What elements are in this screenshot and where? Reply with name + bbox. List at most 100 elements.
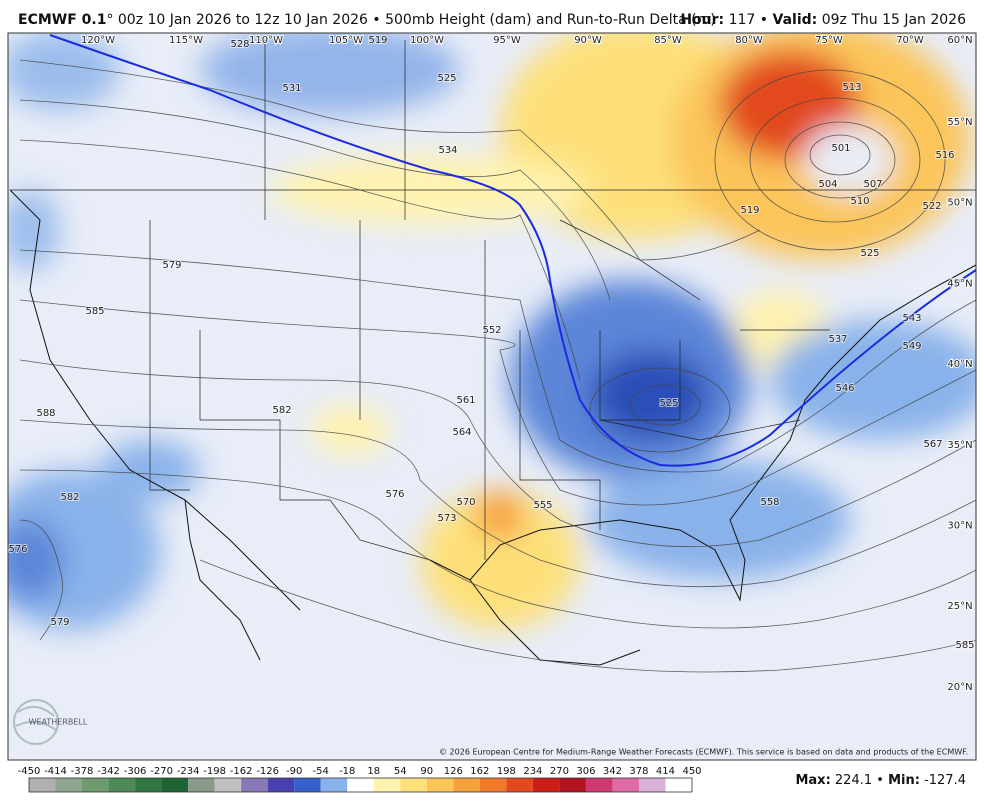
- longitude-label: 60°N: [947, 35, 972, 46]
- colorbar-label: 198: [497, 766, 516, 777]
- contour-label: 564: [452, 427, 471, 438]
- colorbar-label: 450: [682, 766, 701, 777]
- contour-label: 558: [760, 497, 779, 508]
- colorbar-label: -198: [203, 766, 226, 777]
- colorbar-label: 306: [576, 766, 595, 777]
- longitude-label: 120°W: [81, 35, 115, 46]
- map-frame: [7, 32, 977, 761]
- contour-label: 585: [955, 640, 974, 651]
- colorbar-swatch: [161, 778, 189, 792]
- colorbar-swatch: [188, 778, 215, 792]
- longitude-label: 80°W: [735, 35, 763, 46]
- longitude-label: 90°W: [574, 35, 602, 46]
- contour-label: 537: [828, 334, 847, 345]
- colorbar-label: 162: [470, 766, 489, 777]
- colorbar-swatch: [320, 778, 348, 792]
- colorbar-label: -234: [177, 766, 200, 777]
- contour-label: 576: [8, 544, 27, 555]
- contour-label: 549: [902, 341, 921, 352]
- contour-label: 546: [835, 383, 854, 394]
- contour-label: 519: [740, 205, 759, 216]
- colorbar-swatch: [267, 778, 295, 792]
- contour-label: 567: [923, 439, 942, 450]
- contour-label: 561: [456, 395, 475, 406]
- longitude-label: 115°W: [169, 35, 203, 46]
- colorbar-label: -342: [97, 766, 120, 777]
- colorbar-label: -270: [150, 766, 173, 777]
- copyright: © 2026 European Centre for Medium-Range …: [439, 748, 968, 757]
- latitude-label: 30°N: [947, 521, 972, 532]
- colorbar-label: 126: [444, 766, 463, 777]
- colorbar-swatch: [55, 778, 83, 792]
- colorbar-swatch: [453, 778, 480, 792]
- contour-label: 573: [437, 513, 456, 524]
- colorbar-swatch: [214, 778, 242, 792]
- contour-label: 555: [533, 500, 552, 511]
- colorbar-label: -54: [313, 766, 329, 777]
- contour-label: 570: [456, 497, 475, 508]
- colorbar-label: 18: [367, 766, 380, 777]
- height-contours: [19, 59, 976, 673]
- colorbar-label: -90: [286, 766, 302, 777]
- colorbar-swatch: [241, 778, 268, 792]
- logo: WEATHERBELL: [13, 699, 88, 745]
- colorbar-label: -306: [124, 766, 147, 777]
- colorbar-swatch: [612, 778, 639, 792]
- colorbar-label: -18: [339, 766, 355, 777]
- header-title: ECMWF 0.1° 00z 10 Jan 2026 to 12z 10 Jan…: [18, 12, 716, 28]
- contour-label: 525: [437, 73, 456, 84]
- colorbar-label: -162: [230, 766, 253, 777]
- latitude-label: 35°N: [947, 440, 972, 451]
- coastline: [9, 189, 976, 666]
- contour-label: 507: [863, 179, 882, 190]
- latitude-label: 40°N: [947, 359, 972, 370]
- contour-label: 516: [935, 150, 954, 161]
- colorbar-swatch: [559, 778, 586, 792]
- colorbar-swatch: [532, 778, 560, 792]
- colorbar-swatch: [506, 778, 533, 792]
- contour-label: 588: [36, 408, 55, 419]
- colorbar-label: 378: [629, 766, 648, 777]
- colorbar-label: 342: [603, 766, 622, 777]
- latitude-label: 25°N: [947, 601, 972, 612]
- longitude-label: 95°W: [493, 35, 521, 46]
- colorbar-label: -414: [44, 766, 67, 777]
- colorbar-swatch: [479, 778, 507, 792]
- latitude-label: 50°N: [947, 198, 972, 209]
- colorbar-swatch: [400, 778, 427, 792]
- colorbar-swatch: [426, 778, 454, 792]
- colorbar-swatch: [29, 778, 56, 792]
- header-valid: Hour: 117 • Valid: 09z Thu 15 Jan 2026: [680, 12, 966, 28]
- contour-label: 522: [922, 201, 941, 212]
- colorbar-label: 414: [656, 766, 675, 777]
- contour-label: 534: [438, 145, 457, 156]
- latitude-label: 20°N: [947, 682, 972, 693]
- colorbar-label: -126: [256, 766, 279, 777]
- contour-label: 525: [860, 248, 879, 259]
- logo-text: WEATHERBELL: [29, 718, 88, 727]
- contour-label: 510: [850, 196, 869, 207]
- contour-label: 528: [230, 39, 249, 50]
- colorbar-outline: [28, 777, 693, 793]
- map: [8, 33, 976, 760]
- longitude-label: 70°W: [896, 35, 924, 46]
- colorbar-swatch: [373, 778, 401, 792]
- colorbar: -450 -414 -378 -342 -306 -270 -234 -198 -162 -126…: [18, 766, 702, 793]
- colorbar-label: 90: [420, 766, 433, 777]
- colorbar-label: 270: [550, 766, 569, 777]
- colorbar-swatch: [108, 778, 136, 792]
- colorbar-swatch: [638, 778, 666, 792]
- colorbar-swatch: [135, 778, 162, 792]
- contour-label: 585: [85, 306, 104, 317]
- contour-label: 579: [162, 260, 181, 271]
- contour-label: 576: [385, 489, 404, 500]
- contour-label: 519: [368, 35, 387, 46]
- colorbar-label: -450: [18, 766, 41, 777]
- latitude-label: 45°N: [947, 278, 972, 289]
- colorbar-swatch: [294, 778, 321, 792]
- longitude-label: 100°W: [410, 35, 444, 46]
- contour-label: 525: [659, 398, 678, 409]
- contour-label: 582: [272, 405, 291, 416]
- contour-label: 501: [831, 143, 850, 154]
